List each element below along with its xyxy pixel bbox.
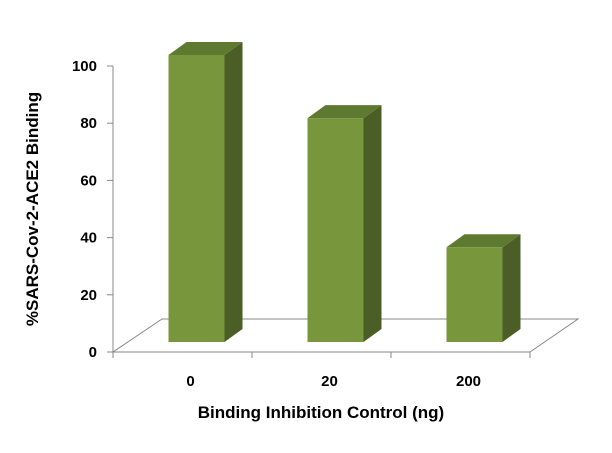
bar	[168, 42, 243, 342]
bar	[307, 105, 382, 342]
y-tick-label: 0	[89, 344, 97, 361]
bars	[168, 42, 521, 342]
x-tick-label: 200	[456, 373, 481, 390]
bar-front	[168, 55, 225, 342]
x-axis-title: Binding Inhibition Control (ng)	[198, 403, 444, 422]
y-axis-title: %SARS-Cov-2-ACE2 Binding	[23, 92, 42, 326]
bar-side	[224, 42, 243, 342]
x-tick-label: 0	[186, 373, 194, 390]
y-tick-label: 60	[80, 172, 97, 189]
y-tick-label: 80	[80, 115, 97, 132]
bar-front	[446, 247, 503, 342]
y-axis-ticks: 0 20 40 60 80 100	[72, 58, 113, 361]
y-tick-label: 20	[80, 287, 97, 304]
bar-side	[502, 234, 521, 342]
bar-front	[307, 118, 364, 342]
bar-top	[307, 105, 382, 119]
x-tick-label: 20	[321, 373, 338, 390]
y-tick-label: 40	[80, 230, 97, 247]
y-tick-label: 100	[72, 58, 97, 75]
bar-top	[446, 234, 521, 248]
x-axis-ticks: 0 20 200	[112, 352, 531, 390]
bar	[446, 234, 521, 342]
bar-side	[363, 105, 382, 342]
bar-top	[168, 42, 243, 55]
